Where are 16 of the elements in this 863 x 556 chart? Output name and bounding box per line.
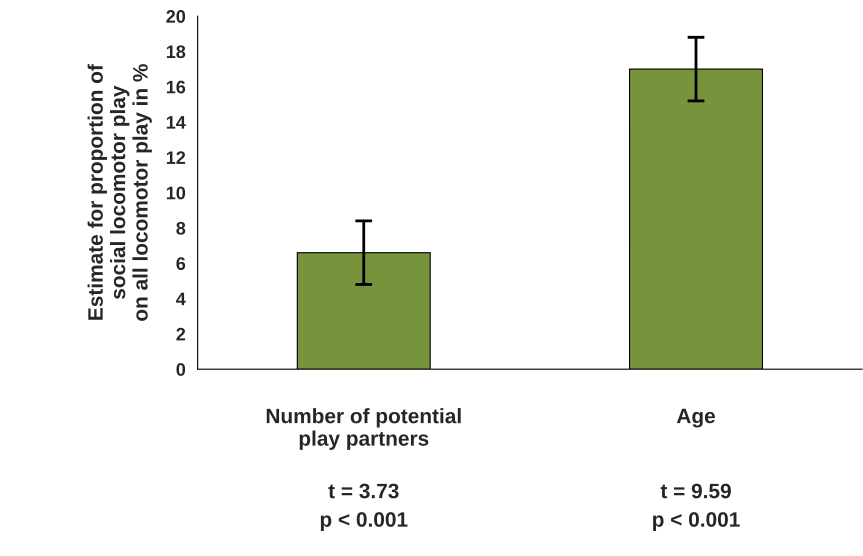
y-tick-label: 0 <box>176 363 186 376</box>
y-tick-label: 16 <box>166 80 186 94</box>
y-tick-label: 2 <box>176 328 186 340</box>
y-axis-title: Estimate for proportion of social locomotor play on all locomotor play in % <box>88 64 152 321</box>
text: t = 9.59 p < 0.001 <box>653 484 740 531</box>
y-tick-label: 20 <box>166 10 186 23</box>
y-tick-label: 14 <box>166 116 186 129</box>
y-tick-label: 8 <box>176 222 186 235</box>
y-tick-label: 10 <box>166 186 186 200</box>
text: t = 3.73 p < 0.001 <box>320 484 408 531</box>
y-tick-label: 12 <box>166 151 186 164</box>
y-tick-label: 4 <box>176 292 186 306</box>
y-tick-label: 18 <box>166 45 186 58</box>
x-tick-label: Age <box>676 408 715 428</box>
y-tick-label: 6 <box>176 257 186 270</box>
x-tick-label: Number of potential play partners <box>266 408 461 450</box>
